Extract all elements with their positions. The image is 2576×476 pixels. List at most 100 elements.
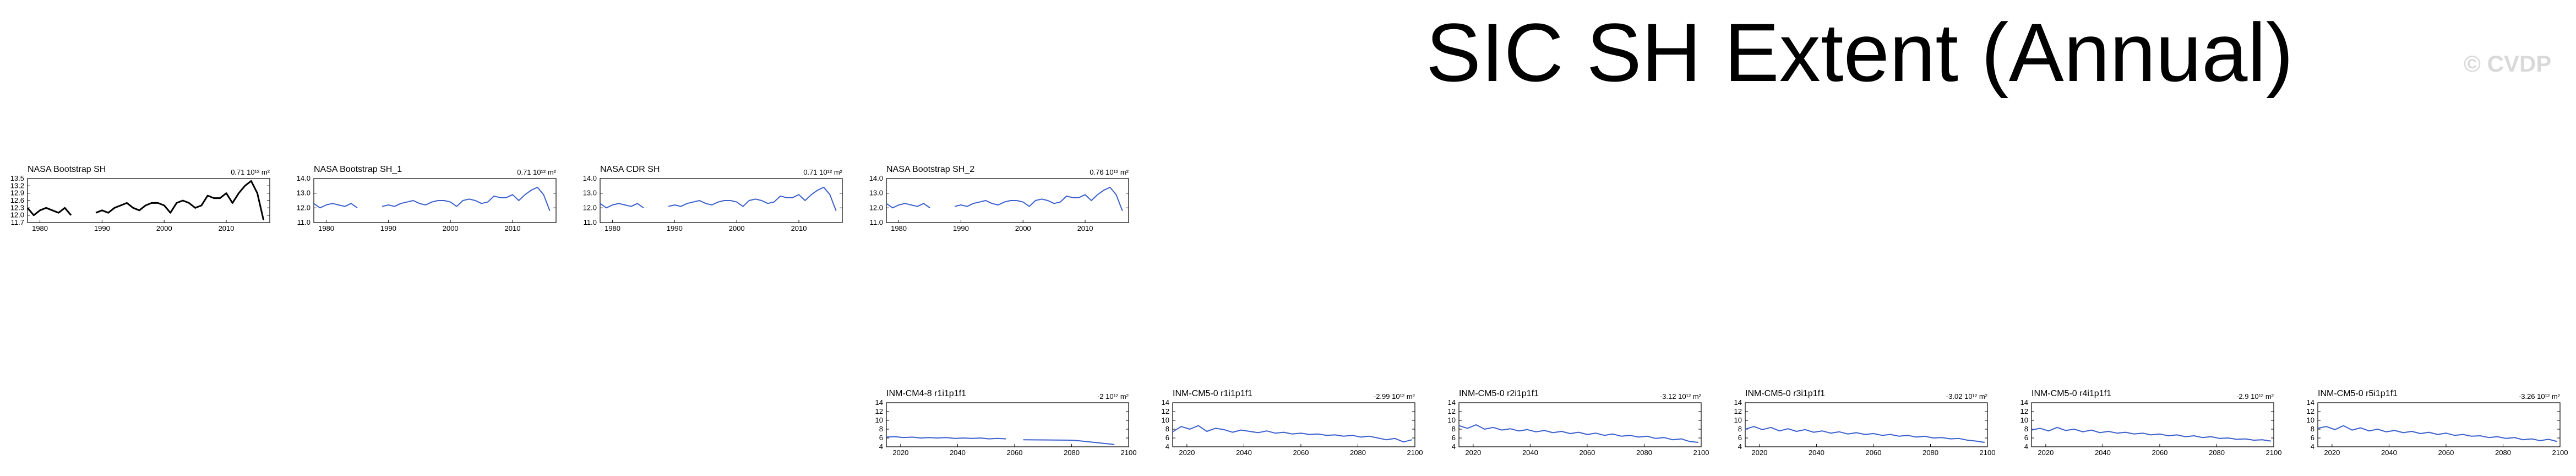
x-tick-label: 2020 <box>1751 448 1767 457</box>
x-tick-label: 2060 <box>1006 448 1022 457</box>
y-tick-label: 8 <box>2024 425 2028 433</box>
trend-label: 0.76 10¹² m² <box>1090 168 1129 176</box>
y-tick-label: 8 <box>879 425 883 433</box>
x-tick-label: 2100 <box>2266 448 2282 457</box>
plot-frame <box>1745 402 1988 447</box>
x-tick-label: 2020 <box>892 448 908 457</box>
x-tick-label: 2020 <box>2324 448 2340 457</box>
x-tick-label: 1990 <box>667 224 683 232</box>
y-tick-label: 10 <box>875 416 883 424</box>
chart-svg: INM-CM5-0 r2i1p1f1 -3.12 10¹² m² 2020 2040 2… <box>1448 389 1709 457</box>
y-tick-label: 12.3 <box>10 203 24 212</box>
x-tick-label: 2000 <box>729 224 745 232</box>
y-tick-label: 4 <box>879 442 883 451</box>
panel-nasa-cdr-sh: NASA CDR SH 0.71 10¹² m² 1980 1990 2000 2010 1… <box>573 163 848 232</box>
x-tick-label: 2040 <box>1809 448 1825 457</box>
x-tick-label: 2000 <box>156 224 172 232</box>
y-tick-label: 11.7 <box>11 218 24 226</box>
panel-title: NASA Bootstrap SH_1 <box>314 165 402 174</box>
y-tick-label: 13.2 <box>10 181 24 190</box>
chart-svg: NASA Bootstrap SH 0.71 10¹² m² 1980 1990 200… <box>10 165 270 232</box>
plot-frame <box>886 402 1129 447</box>
plot-frame <box>886 178 1129 223</box>
x-tick-label: 2040 <box>1522 448 1538 457</box>
y-tick-label: 10 <box>1734 416 1742 424</box>
x-tick-label: 1980 <box>891 224 907 232</box>
x-tick-label: 2100 <box>1693 448 1709 457</box>
panel-nasa-bootstrap-sh: NASA Bootstrap SH 0.71 10¹² m² 1980 1990 200… <box>0 163 275 232</box>
x-tick-label: 2100 <box>1121 448 1137 457</box>
x-tick-label: 2010 <box>791 224 807 232</box>
series-line <box>1023 439 1115 445</box>
y-tick-label: 8 <box>1166 425 1169 433</box>
trend-label: -3.26 10¹² m² <box>2519 392 2561 401</box>
x-tick-label: 2060 <box>1579 448 1595 457</box>
x-tick-label: 2000 <box>1015 224 1031 232</box>
y-tick-label: 4 <box>1452 442 1456 451</box>
series-line <box>95 180 265 220</box>
y-tick-label: 10 <box>1162 416 1169 424</box>
panel-inm-cm5-0-r3i1p1f1: INM-CM5-0 r3i1p1f1 -3.02 10¹² m² 2020 2040 2… <box>1718 387 1996 457</box>
y-tick-label: 12.0 <box>10 211 24 219</box>
y-tick-label: 14 <box>875 398 883 407</box>
y-tick-label: 14 <box>2021 398 2028 407</box>
y-tick-label: 4 <box>2311 442 2314 451</box>
series-line <box>2031 426 2271 442</box>
y-tick-label: 8 <box>1738 425 1742 433</box>
chart-svg: INM-CM4-8 r1i1p1f1 -2 10¹² m² 2020 2040 2060… <box>875 389 1137 457</box>
x-tick-label: 2100 <box>1407 448 1423 457</box>
series-line <box>668 187 837 212</box>
plot-frame <box>313 178 557 223</box>
y-tick-label: 14.0 <box>583 174 597 182</box>
y-tick-label: 14 <box>1162 398 1169 407</box>
x-tick-label: 2080 <box>1350 448 1366 457</box>
y-tick-label: 12 <box>1448 407 1456 415</box>
plot-frame <box>2031 402 2274 447</box>
chart-svg: INM-CM5-0 r1i1p1f1 -2.99 10¹² m² 2020 2040 2… <box>1162 389 1423 457</box>
trend-label: 0.71 10¹² m² <box>231 168 270 176</box>
y-tick-label: 12.6 <box>10 196 24 204</box>
x-tick-label: 2000 <box>443 224 459 232</box>
x-tick-label: 2100 <box>1980 448 1996 457</box>
trend-label: -2 10¹² m² <box>1097 392 1129 401</box>
x-tick-label: 2080 <box>2495 448 2511 457</box>
panel-title: NASA Bootstrap SH_2 <box>886 165 974 174</box>
y-tick-label: 12.0 <box>297 203 311 212</box>
x-tick-label: 1980 <box>318 224 334 232</box>
y-tick-label: 6 <box>1166 434 1169 442</box>
x-tick-label: 2010 <box>505 224 521 232</box>
y-tick-label: 6 <box>1738 434 1742 442</box>
x-tick-label: 2040 <box>1236 448 1252 457</box>
x-tick-label: 1990 <box>94 224 110 232</box>
x-tick-label: 1980 <box>32 224 48 232</box>
x-tick-label: 2100 <box>2552 448 2568 457</box>
y-tick-label: 12.0 <box>583 203 597 212</box>
y-tick-label: 12.0 <box>869 203 883 212</box>
y-tick-label: 14.0 <box>869 174 883 182</box>
series-line <box>886 203 930 209</box>
series-line <box>1458 424 1698 443</box>
panel-nasa-bootstrap-sh-2: NASA Bootstrap SH_2 0.76 10¹² m² 1980 1990 2… <box>859 163 1134 232</box>
x-tick-label: 1980 <box>604 224 620 232</box>
plot-frame <box>600 178 843 223</box>
x-tick-label: 1990 <box>953 224 969 232</box>
series-line <box>954 187 1123 212</box>
x-tick-label: 2020 <box>1465 448 1481 457</box>
y-tick-label: 12 <box>2021 407 2028 415</box>
y-tick-label: 14 <box>2307 398 2314 407</box>
x-tick-label: 2060 <box>2152 448 2167 457</box>
y-tick-label: 6 <box>879 434 883 442</box>
y-tick-label: 13.0 <box>869 189 883 197</box>
x-tick-label: 2040 <box>950 448 966 457</box>
y-tick-label: 12.9 <box>10 189 24 197</box>
y-tick-label: 10 <box>2021 416 2028 424</box>
plot-frame <box>2317 402 2561 447</box>
y-tick-label: 6 <box>2024 434 2028 442</box>
figure-title: SIC SH Extent (Annual) <box>1426 6 2294 99</box>
y-tick-label: 13.0 <box>583 189 597 197</box>
trend-label: -2.9 10¹² m² <box>2236 392 2274 401</box>
panel-title: INM-CM5-0 r1i1p1f1 <box>1173 389 1252 398</box>
x-tick-label: 2010 <box>219 224 235 232</box>
panel-title: INM-CM5-0 r2i1p1f1 <box>1459 389 1539 398</box>
chart-svg: NASA Bootstrap SH_2 0.76 10¹² m² 1980 1990 2… <box>869 165 1129 232</box>
